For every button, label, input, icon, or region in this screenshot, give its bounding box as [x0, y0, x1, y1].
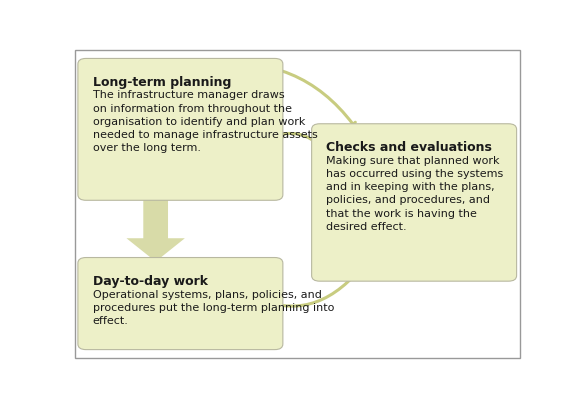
FancyBboxPatch shape: [78, 59, 283, 200]
Text: Operational systems, plans, policies, and
procedures put the long-term planning : Operational systems, plans, policies, an…: [93, 290, 334, 326]
FancyBboxPatch shape: [311, 124, 517, 281]
FancyBboxPatch shape: [78, 257, 283, 349]
Text: Making sure that planned work
has occurred using the systems
and in keeping with: Making sure that planned work has occurr…: [327, 156, 503, 232]
Text: Checks and evaluations: Checks and evaluations: [327, 141, 492, 154]
Text: The infrastructure manager draws
on information from throughout the
organisation: The infrastructure manager draws on info…: [93, 90, 317, 153]
Text: Long-term planning: Long-term planning: [93, 76, 231, 89]
Text: Day-to-day work: Day-to-day work: [93, 275, 208, 288]
Polygon shape: [126, 195, 185, 261]
